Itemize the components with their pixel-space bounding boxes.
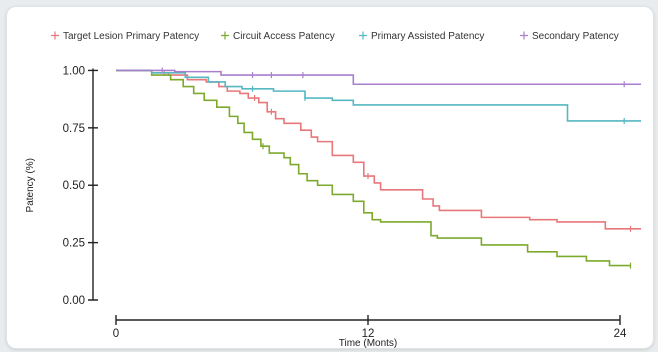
x-axis-title: Time (Monts)	[339, 338, 398, 348]
y-tick-label: 0.25	[63, 238, 85, 250]
x-tick-label: 0	[113, 328, 119, 340]
x-tick-label: 12	[362, 328, 375, 340]
series-line-0	[116, 69, 641, 230]
y-tick-label: 1.00	[63, 65, 85, 77]
km-chart: Target Lesion Primary Patency Circuit Acc…	[25, 31, 641, 348]
plot-area	[116, 67, 641, 269]
legend-label: Primary Assisted Patency	[371, 31, 484, 42]
legend-label: Secondary Patency	[532, 31, 619, 42]
legend-label: Target Lesion Primary Patency	[63, 31, 199, 42]
chart-card: Target Lesion Primary Patency Circuit Acc…	[6, 6, 654, 349]
series-line-2	[116, 69, 641, 122]
legend: Target Lesion Primary Patency Circuit Acc…	[51, 31, 619, 42]
y-tick-label: 0.75	[63, 123, 85, 135]
series-line-1	[116, 69, 631, 267]
axes: 0.00 0.25 0.50 0.75 1.00 0 12 24	[63, 65, 627, 340]
series-line-3	[116, 69, 641, 86]
y-axis-title: Patency (%)	[25, 158, 36, 212]
y-tick-label: 0.50	[63, 180, 85, 192]
legend-label: Circuit Access Patency	[233, 31, 335, 42]
y-tick-label: 0.00	[63, 295, 85, 307]
x-tick-label: 24	[614, 328, 627, 340]
